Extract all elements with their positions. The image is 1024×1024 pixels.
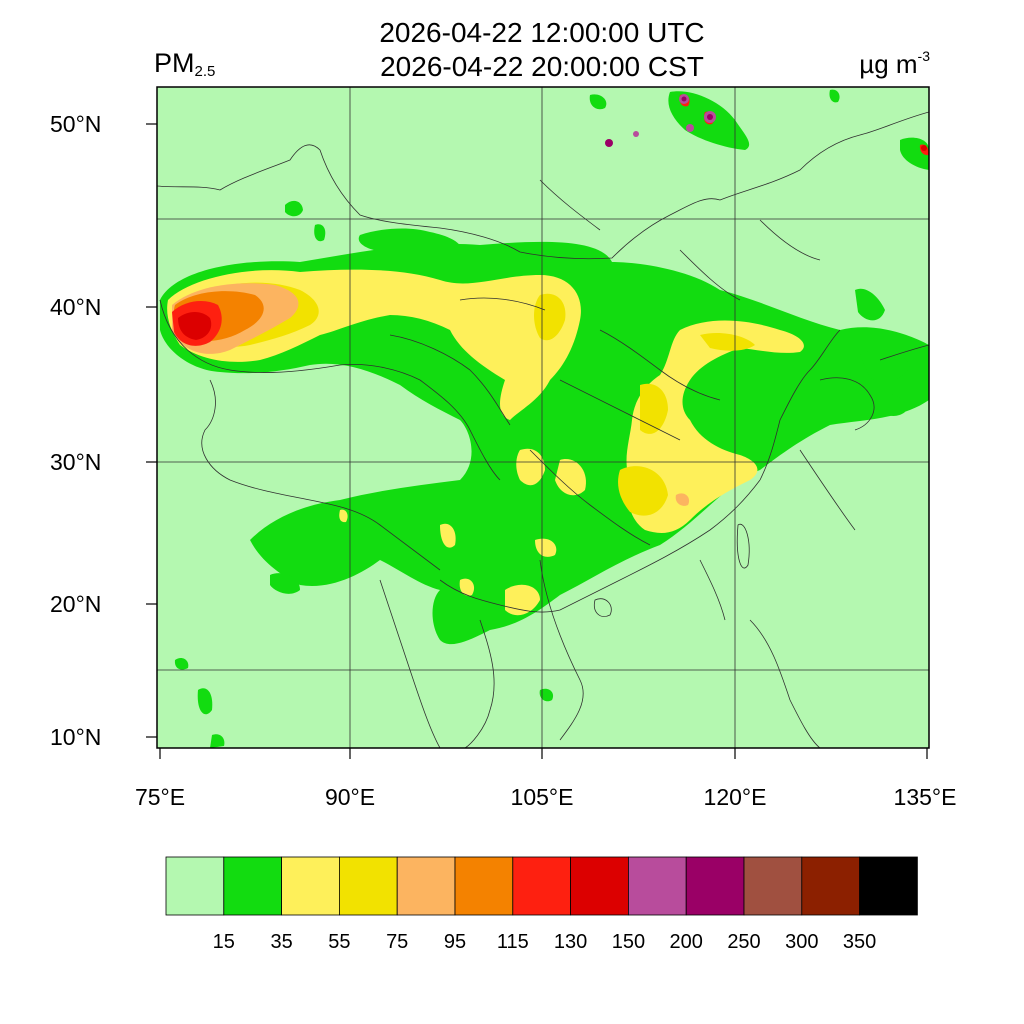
lat-label-40: 40°N [50, 294, 102, 320]
colorbar-label-250: 250 [727, 931, 761, 953]
lat-label-10: 10°N [50, 724, 102, 750]
colorbar-swatch-2 [281, 856, 340, 916]
colorbar-label-200: 200 [669, 931, 703, 953]
colorbar-swatch-1 [223, 856, 283, 916]
colorbar-label-95: 95 [443, 931, 467, 953]
axis-ticks [146, 123, 928, 759]
colorbar-label-350: 350 [842, 931, 877, 953]
colorbar-swatch-12 [859, 856, 918, 916]
colorbar-swatch-9 [685, 856, 745, 916]
unit-main: µg m [859, 49, 918, 79]
unit-superscript: -3 [917, 48, 930, 64]
title-utc: 2026-04-22 12:00:00 UTC [379, 17, 705, 48]
colorbar-label-55: 55 [328, 931, 351, 953]
colorbar-swatch-10 [743, 856, 803, 916]
colorbar-swatch-3 [338, 856, 398, 916]
title-cst: 2026-04-22 20:00:00 CST [380, 51, 704, 82]
lat-label-30: 30°N [50, 449, 102, 475]
lon-label-75: 75°E [134, 784, 186, 810]
map-frame [156, 86, 930, 749]
colorbar-swatch-7 [570, 856, 629, 916]
colorbar-label-115: 115 [496, 931, 529, 953]
unit-label: µg m-3 [859, 48, 930, 80]
colorbar [165, 856, 918, 916]
pm-band-130-150 [178, 312, 212, 340]
colorbar-swatch-11 [801, 856, 860, 916]
lat-label-20: 20°N [50, 591, 102, 617]
colorbar-label-15: 15 [212, 931, 235, 953]
lon-label-135: 135°E [893, 784, 957, 810]
colorbar-label-300: 300 [785, 931, 819, 953]
pm-band-150-250 [605, 94, 927, 151]
variable-label: PM2.5 [154, 48, 215, 80]
colorbar-swatch-6 [512, 856, 571, 916]
colorbar-swatch-4 [396, 856, 456, 916]
graticule [157, 87, 929, 748]
colorbar-label-130: 130 [553, 931, 588, 953]
colorbar-label-75: 75 [386, 931, 409, 953]
lat-label-50: 50°N [50, 111, 102, 137]
colorbar-swatch-5 [454, 856, 514, 916]
lon-label-120: 120°E [703, 784, 767, 810]
colorbar-swatch-8 [628, 856, 687, 916]
lon-label-105: 105°E [510, 784, 574, 810]
map-boundaries [157, 111, 929, 748]
colorbar-label-150: 150 [611, 931, 646, 953]
variable-main: PM [154, 48, 195, 78]
variable-subscript: 2.5 [194, 63, 216, 80]
colorbar-swatch-0 [165, 856, 225, 916]
lon-label-90: 90°E [324, 784, 376, 810]
colorbar-label-35: 35 [270, 931, 293, 953]
